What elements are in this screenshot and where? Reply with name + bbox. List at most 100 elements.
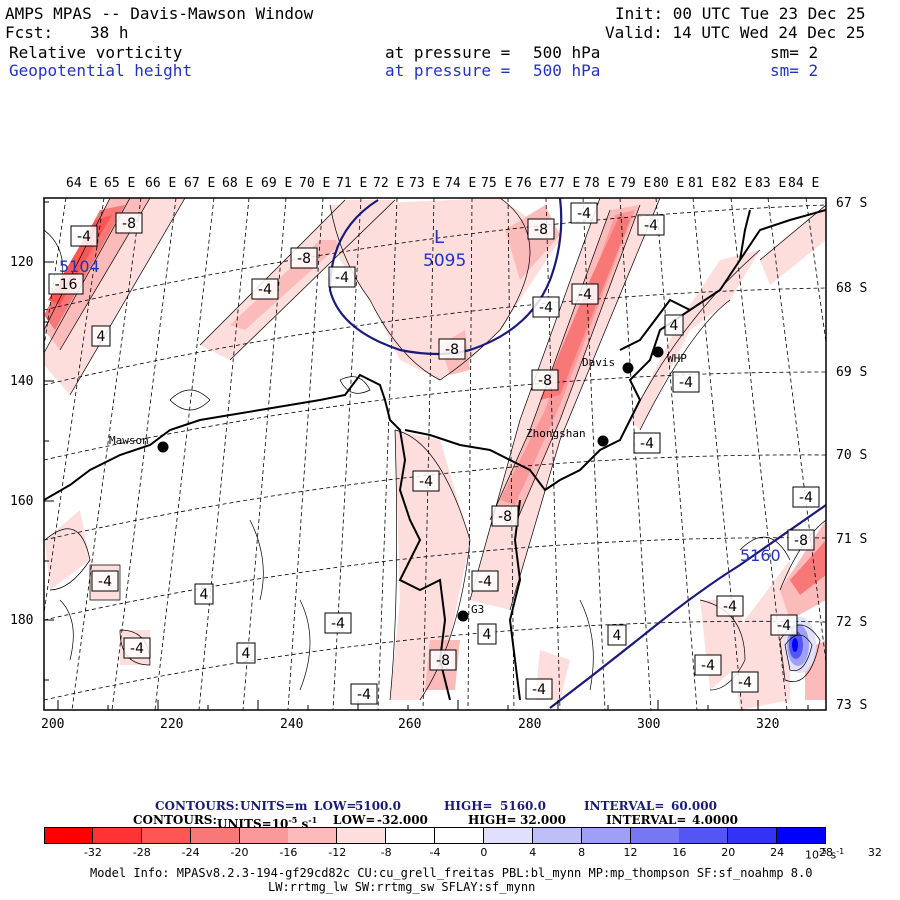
colorbar-tick-label: -28 [132, 846, 151, 859]
vorticity-contour-label: -8 [290, 247, 318, 269]
svg-text:-4: -4 [335, 270, 349, 286]
svg-text:-4: -4 [532, 682, 546, 698]
colorbar-swatch [239, 827, 289, 844]
colorbar-swatch [141, 827, 191, 844]
colorbar-tick-label: 12 [623, 846, 638, 859]
vorticity-contour-label: 4 [194, 583, 214, 605]
colorbar-swatch [728, 827, 778, 844]
vort-high-label: HIGH= [468, 813, 517, 827]
colorbar-swatch [435, 827, 484, 844]
svg-text:4: 4 [242, 646, 251, 662]
colorbar-swatch [386, 827, 436, 844]
lon-label-64e: 64 E [66, 176, 98, 191]
vorticity-contour-label: -8 [429, 649, 457, 671]
svg-text:-8: -8 [297, 251, 311, 267]
svg-text:-8: -8 [436, 653, 450, 669]
vort-low-label: LOW= [333, 813, 376, 827]
lon-label-78e: 78 E [584, 176, 616, 191]
colorbar-swatch [777, 827, 827, 844]
x-tick-280: 280 [518, 717, 542, 732]
vorticity-contour-label: -4 [324, 612, 352, 634]
station-dot-g3[interactable] [457, 610, 469, 622]
svg-text:-8: -8 [534, 222, 548, 238]
vorticity-contour-label: -4 [91, 570, 119, 592]
colorbar-unit-exp: -5 [819, 847, 827, 856]
station-labels: Mawson Davis WHP Zhongshan G3 [109, 352, 687, 616]
svg-text:-4: -4 [644, 218, 658, 234]
low-marker: L [434, 227, 444, 248]
coastline [44, 209, 826, 701]
lon-label-81e: 81 E [688, 176, 720, 191]
y-tick-160: 160 [10, 494, 34, 509]
vorticity-contour-label: 4 [236, 642, 256, 664]
vorticity-contour-label: -4 [637, 214, 665, 236]
lon-label-66e: 66 E [145, 176, 177, 191]
vorticity-contour-label: -4 [633, 432, 661, 454]
height-interval-label: INTERVAL= [584, 799, 665, 813]
lon-label-75e: 75 E [481, 176, 513, 191]
height-low-label: LOW= [314, 799, 357, 813]
vort-contours-label: CONTOURS: [133, 813, 217, 827]
lat-label-67s: 67 S [836, 196, 868, 211]
colorbar-tick-label: 32 [867, 846, 882, 859]
station-dot-davis[interactable] [622, 362, 634, 374]
colorbar-tick-label: -32 [83, 846, 102, 859]
forecast-label: Fcst: [5, 23, 54, 42]
field-1-smooth: sm= 2 [770, 43, 819, 62]
model-info-line1: Model Info: MPASv8.2.3-194-gf29cd82c CU:… [90, 866, 813, 880]
station-label-zhongshan: Zhongshan [526, 427, 586, 440]
vorticity-contour-label: -4 [251, 278, 279, 300]
colorbar-tick-label: -16 [279, 846, 298, 859]
svg-text:-8: -8 [498, 509, 512, 525]
station-dot-whp[interactable] [652, 346, 664, 358]
station-label-g3: G3 [471, 603, 484, 616]
vorticity-contour-label: -8 [531, 369, 559, 391]
y-tick-180: 180 [10, 613, 34, 628]
height-units: UNITS=m [240, 799, 308, 813]
station-label-mawson: Mawson [109, 434, 149, 447]
colorbar-unit-s: s [830, 848, 837, 862]
lon-label-79e: 79 E [620, 176, 652, 191]
lon-label-73e: 73 E [409, 176, 441, 191]
vorticity-contours [44, 198, 826, 701]
plot-title: AMPS MPAS -- Davis-Mawson Window [5, 4, 314, 23]
station-markers [157, 346, 664, 622]
lat-label-73s: 73 S [836, 698, 868, 713]
station-dot-zhongshan[interactable] [597, 435, 609, 447]
lat-label-72s: 72 S [836, 615, 868, 630]
svg-text:4: 4 [483, 627, 492, 643]
station-label-davis: Davis [582, 356, 615, 369]
map-content [44, 198, 826, 710]
svg-text:-8: -8 [538, 373, 552, 389]
colorbar-tick-label: 4 [529, 846, 537, 859]
svg-text:-8: -8 [445, 342, 459, 358]
vorticity-contour-label: 4 [664, 314, 684, 336]
vorticity-contour-label: -4 [328, 266, 356, 288]
colorbar-tick-label: 8 [578, 846, 586, 859]
svg-text:-4: -4 [258, 282, 272, 298]
svg-text:-4: -4 [777, 618, 791, 634]
lon-label-68e: 68 E [222, 176, 254, 191]
svg-text:-4: -4 [331, 616, 345, 632]
vorticity-contour-label: -16 [48, 273, 84, 295]
colorbar-tick-label: 28 [819, 846, 833, 859]
station-dot-mawson[interactable] [157, 441, 169, 453]
vorticity-contour-label: -8 [438, 338, 466, 360]
forecast-hours: 38 h [90, 23, 129, 42]
lon-label-76e: 76 E [516, 176, 548, 191]
field-1-name: Relative vorticity [9, 43, 183, 62]
map-frame [43, 197, 827, 711]
colorbar-unit-base: 10 [805, 848, 819, 862]
vorticity-contour-label: -4 [672, 371, 700, 393]
vorticity-contour-label: 4 [91, 325, 111, 347]
colorbar-swatch [483, 827, 533, 844]
vorticity-contour-label: -4 [571, 283, 599, 305]
lon-label-69e: 69 E [261, 176, 293, 191]
colorbar-swatch [532, 827, 582, 844]
colorbar-tick-label: 0 [480, 846, 488, 859]
lon-label-70e: 70 E [299, 176, 331, 191]
vorticity-contour-label: 4 [607, 624, 627, 646]
model-info-line2: LW:rrtmg_lw SW:rrtmg_sw SFLAY:sf_mynn [268, 880, 536, 894]
field-1-pressure-label: at pressure = [385, 43, 511, 62]
